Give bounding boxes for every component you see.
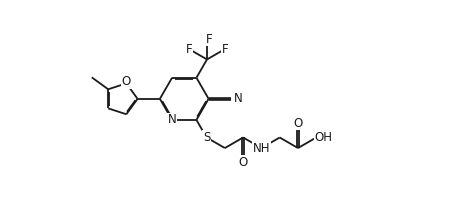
Text: N: N <box>234 92 243 105</box>
Text: NH: NH <box>253 142 270 155</box>
Text: F: F <box>206 33 212 46</box>
Text: OH: OH <box>314 131 333 144</box>
Text: O: O <box>122 75 131 88</box>
Text: S: S <box>203 131 210 144</box>
Text: F: F <box>186 43 192 56</box>
Text: O: O <box>293 117 303 130</box>
Text: O: O <box>238 156 248 169</box>
Text: N: N <box>168 113 176 126</box>
Text: F: F <box>221 43 228 56</box>
